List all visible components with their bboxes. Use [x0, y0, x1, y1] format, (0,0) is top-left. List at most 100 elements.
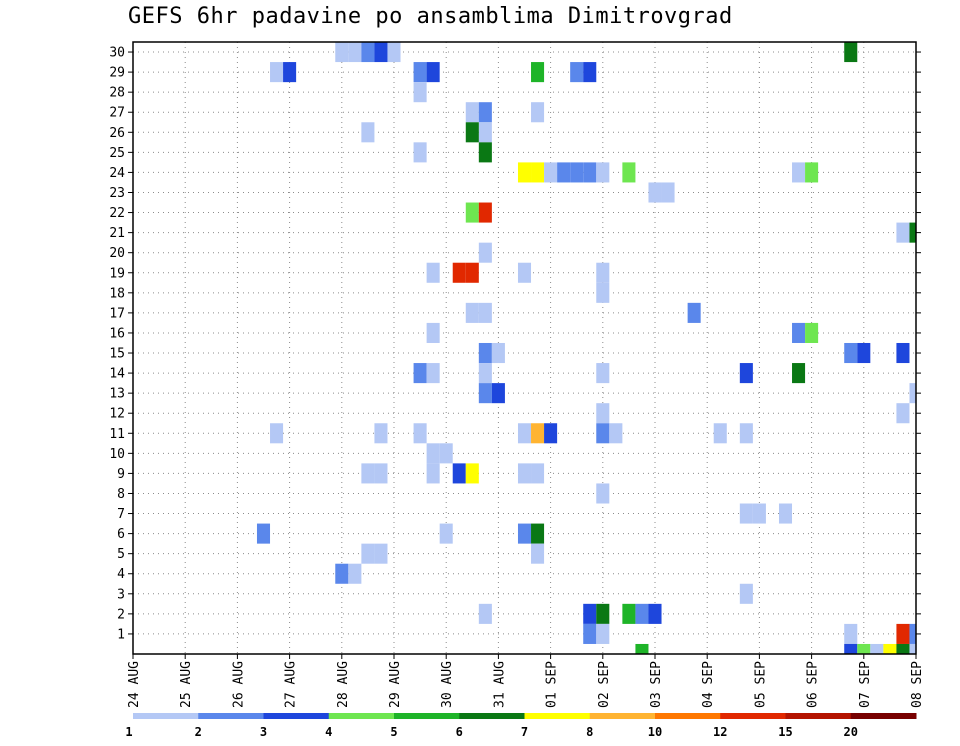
heatmap-cell [805, 322, 819, 343]
heatmap-cell [622, 162, 636, 183]
colorbar-swatch [720, 713, 786, 719]
colorbar-swatch [589, 713, 656, 719]
heatmap-cell [426, 62, 440, 83]
heatmap-cell [465, 202, 479, 223]
heatmap-cell [374, 423, 388, 444]
heatmap-cell [596, 423, 610, 444]
x-tick-label: 03 SEP [649, 661, 664, 708]
heatmap-cell [413, 82, 427, 103]
heatmap-cell [896, 342, 910, 364]
x-tick-label: 24 AUG [127, 661, 142, 708]
heatmap-cell [361, 122, 375, 143]
heatmap-cell [896, 222, 910, 243]
y-tick-label: 14 [109, 367, 125, 382]
heatmap-cell [478, 202, 492, 223]
heatmap-cell [426, 262, 440, 283]
heatmap-cell [531, 543, 545, 564]
heatmap-cell [531, 423, 545, 444]
heatmap-cell [596, 403, 610, 424]
heatmap-cell [687, 302, 701, 323]
heatmap-cell [465, 122, 479, 143]
heatmap-cell [570, 62, 584, 83]
colorbar-label: 2 [195, 725, 202, 739]
heatmap-cell [844, 342, 858, 364]
heatmap-cell [426, 322, 440, 343]
heatmap-cell [531, 102, 545, 123]
y-tick-label: 16 [109, 326, 125, 341]
heatmap-cell [335, 563, 349, 584]
heatmap-cell [909, 222, 916, 243]
heatmap-cell [478, 363, 492, 384]
heatmap-cell [478, 102, 492, 123]
x-tick-label: 25 AUG [179, 661, 194, 708]
y-tick-label: 30 [109, 46, 125, 61]
heatmap-cell [413, 363, 427, 384]
heatmap-cell [596, 363, 610, 384]
colorbar-swatch [655, 713, 721, 719]
heatmap-cell [465, 102, 479, 123]
heatmap-cell [635, 603, 649, 624]
y-tick-label: 18 [109, 286, 125, 301]
x-tick-label: 08 SEP [910, 661, 925, 708]
y-tick-label: 10 [109, 447, 125, 462]
heatmap-cell [739, 363, 753, 384]
heatmap-cell [544, 423, 558, 444]
heatmap-cell [517, 463, 532, 484]
heatmap-cell [426, 363, 440, 384]
heatmap-cell [491, 342, 505, 364]
y-tick-label: 29 [109, 66, 125, 81]
heatmap-cell [896, 403, 910, 424]
colorbar-label: 6 [456, 725, 463, 739]
colorbar-label: 5 [390, 725, 397, 739]
heatmap-cell [478, 383, 492, 404]
y-tick-label: 23 [109, 186, 125, 201]
heatmap-cell [596, 282, 610, 303]
y-tick-label: 15 [109, 347, 125, 362]
heatmap-cell [557, 162, 571, 183]
heatmap-cell [478, 122, 492, 143]
heatmap-cell [270, 62, 284, 83]
heatmap-cell [857, 643, 871, 654]
x-tick-label: 06 SEP [806, 661, 821, 708]
heatmap-cell [531, 62, 545, 83]
heatmap-cell [883, 643, 897, 654]
heatmap-cell [596, 603, 610, 624]
heatmap-cell [452, 262, 466, 283]
y-tick-label: 12 [109, 407, 125, 422]
x-tick-label: 26 AUG [231, 661, 246, 708]
colorbar-swatch [328, 713, 395, 719]
heatmap-cell [739, 503, 753, 524]
y-tick-label: 26 [109, 126, 125, 141]
heatmap-cell [596, 483, 610, 504]
y-tick-label: 24 [109, 166, 125, 181]
heatmap-cell [491, 383, 505, 404]
y-tick-label: 17 [109, 306, 125, 321]
heatmap-cell [583, 62, 597, 83]
heatmap-cell [387, 42, 401, 63]
heatmap-cell [517, 423, 532, 444]
heatmap-cell [374, 543, 388, 564]
heatmap-cell [348, 563, 362, 584]
heatmap-cell [596, 623, 610, 644]
heatmap-cell [583, 162, 597, 183]
heatmap-cell [792, 363, 806, 384]
heatmap-cell [570, 162, 584, 183]
colorbar-swatch [524, 713, 591, 719]
x-tick-label: 04 SEP [701, 661, 716, 708]
y-tick-label: 27 [109, 106, 125, 121]
x-tick-label: 31 AUG [492, 661, 507, 708]
heatmap-cell [896, 643, 910, 654]
heatmap-cell [256, 523, 271, 544]
heatmap-cell [413, 62, 427, 83]
heatmap-cell [583, 623, 597, 644]
x-tick-label: 05 SEP [753, 661, 768, 708]
colorbar-swatch [785, 713, 852, 719]
heatmap-cell [478, 603, 492, 624]
heatmap-cell [752, 503, 766, 524]
heatmap-cell [361, 42, 375, 63]
heatmap-cell [909, 383, 916, 404]
heatmap-cell [544, 162, 558, 183]
heatmap-cell [805, 162, 819, 183]
heatmap-cell [517, 523, 532, 544]
